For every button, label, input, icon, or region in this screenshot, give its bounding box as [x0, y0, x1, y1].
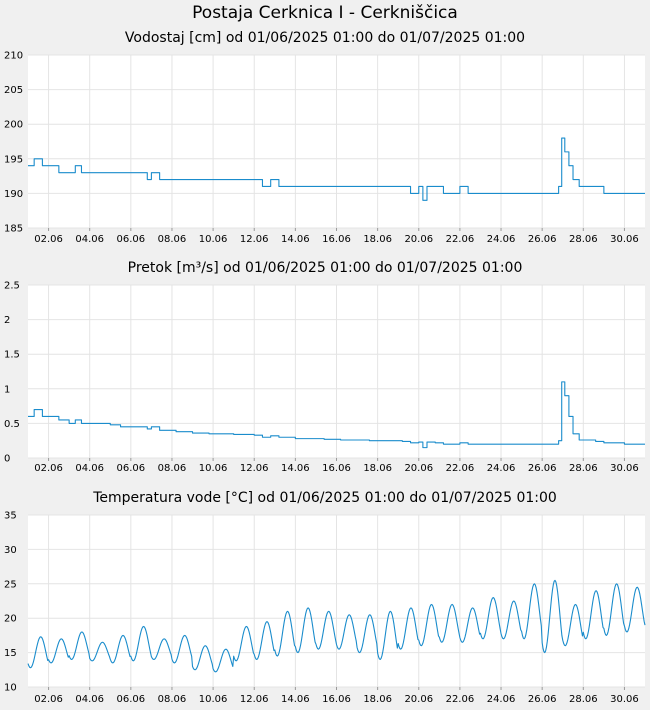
x-tick-label: 08.06 — [158, 234, 187, 245]
chart-water-temperature: 10 15 20 25 30 35 02.06 04.06 06.06 08.06 10.06 12.… — [4, 511, 646, 705]
x-tick-label: 04.06 — [75, 694, 104, 705]
x-tick-label: 26.06 — [528, 694, 557, 705]
x-tick-label: 10.06 — [199, 463, 228, 474]
x-tick-label: 18.06 — [363, 694, 392, 705]
x-tick-label: 02.06 — [34, 234, 63, 245]
y-tick-label: 2.5 — [4, 281, 20, 292]
x-tick-label: 24.06 — [487, 234, 516, 245]
page-title: Postaja Cerknica I - Cerkniščica — [192, 3, 458, 23]
y-tick-label: 10 — [4, 683, 17, 694]
series-line — [28, 137, 645, 201]
x-tick-label: 10.06 — [199, 234, 228, 245]
y-tick-label: 205 — [4, 85, 23, 96]
x-tick-label: 30.06 — [610, 234, 639, 245]
x-tick-label: 28.06 — [569, 463, 598, 474]
x-tick-label: 26.06 — [528, 463, 557, 474]
y-tick-label: 2 — [4, 315, 10, 326]
x-tick-label: 08.06 — [158, 463, 187, 474]
x-tick-label: 24.06 — [487, 463, 516, 474]
y-tick-label: 20 — [4, 614, 17, 625]
x-tick-label: 12.06 — [240, 463, 269, 474]
y-tick-label: 1.5 — [4, 350, 20, 361]
x-tick-label: 02.06 — [34, 694, 63, 705]
x-tick-label: 24.06 — [487, 694, 516, 705]
y-tick-label: 1 — [4, 384, 10, 395]
x-tick-label: 28.06 — [569, 694, 598, 705]
y-tick-label: 0.5 — [4, 419, 20, 430]
x-tick-label: 02.06 — [34, 463, 63, 474]
x-tick-label: 06.06 — [117, 694, 146, 705]
x-tick-label: 26.06 — [528, 234, 557, 245]
chart-water-level: 185 190 195 200 205 210 02.06 04.06 06.06 08.06 10… — [4, 51, 645, 245]
x-tick-label: 08.06 — [158, 694, 187, 705]
y-tick-label: 0 — [4, 454, 10, 465]
series-line — [28, 381, 645, 449]
x-tick-label: 04.06 — [75, 463, 104, 474]
x-tick-label: 20.06 — [404, 694, 433, 705]
x-tick-label: 12.06 — [240, 694, 269, 705]
x-tick-label: 14.06 — [281, 694, 310, 705]
series-line — [27, 579, 646, 673]
x-tick-label: 28.06 — [569, 234, 598, 245]
x-tick-label: 18.06 — [363, 234, 392, 245]
x-tick-label: 12.06 — [240, 234, 269, 245]
x-tick-label: 30.06 — [610, 694, 639, 705]
x-tick-label: 06.06 — [117, 234, 146, 245]
y-tick-label: 35 — [4, 511, 17, 522]
x-tick-label: 04.06 — [75, 234, 104, 245]
x-tick-label: 14.06 — [281, 463, 310, 474]
x-tick-label: 20.06 — [404, 463, 433, 474]
x-tick-label: 16.06 — [322, 234, 351, 245]
x-tick-label: 22.06 — [446, 463, 475, 474]
chart-discharge: 0 0.5 1 1.5 2 2.5 02.06 04.06 06.06 08.06 10.06 12.… — [4, 281, 645, 474]
x-tick-label: 10.06 — [199, 694, 228, 705]
y-tick-label: 30 — [4, 545, 17, 556]
y-tick-label: 195 — [4, 154, 23, 165]
x-tick-label: 22.06 — [446, 694, 475, 705]
x-tick-label: 16.06 — [322, 463, 351, 474]
y-tick-label: 25 — [4, 579, 17, 590]
y-tick-label: 200 — [4, 120, 23, 131]
chart-title-water-level: Vodostaj [cm] od 01/06/2025 01:00 do 01/… — [124, 30, 526, 46]
chart-title-water-temperature: Temperatura vode [°C] od 01/06/2025 01:0… — [93, 490, 557, 506]
y-tick-label: 185 — [4, 224, 23, 235]
y-tick-label: 210 — [4, 51, 23, 62]
x-tick-label: 22.06 — [446, 234, 475, 245]
chart-title-discharge: Pretok [m³/s] od 01/06/2025 01:00 do 01/… — [127, 260, 523, 276]
x-tick-label: 18.06 — [363, 463, 392, 474]
x-tick-label: 16.06 — [322, 694, 351, 705]
x-tick-label: 20.06 — [404, 234, 433, 245]
y-tick-label: 190 — [4, 189, 23, 200]
x-tick-label: 30.06 — [610, 463, 639, 474]
x-tick-label: 14.06 — [281, 234, 310, 245]
y-tick-label: 15 — [4, 648, 17, 659]
x-tick-label: 06.06 — [117, 463, 146, 474]
